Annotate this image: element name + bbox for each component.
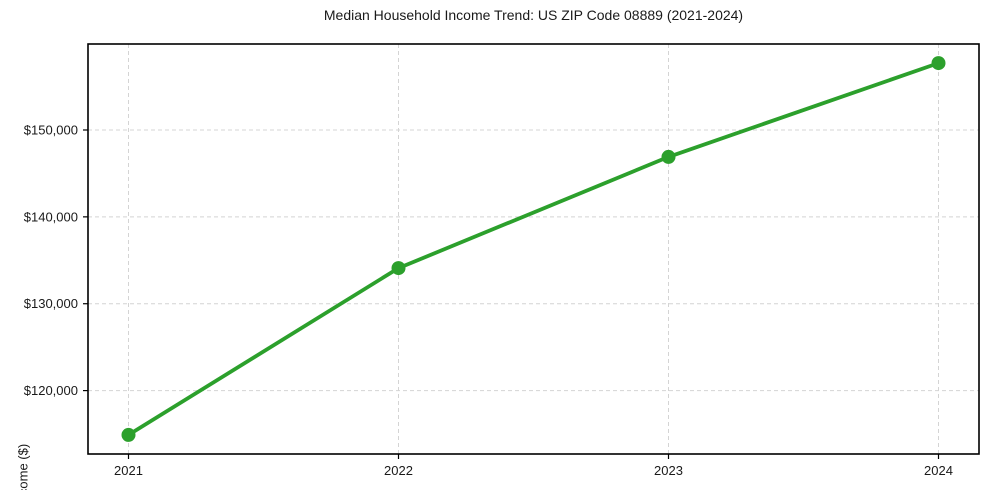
y-tick-label: $120,000: [24, 383, 78, 398]
y-tick-label: $150,000: [24, 122, 78, 137]
data-point-2024: [931, 56, 946, 71]
data-point-2022: [391, 261, 406, 276]
y-tick-label: $130,000: [24, 296, 78, 311]
trend-line: [126, 61, 941, 437]
axes-frame: [87, 43, 980, 455]
x-tick-label: 2023: [654, 463, 683, 478]
data-point-2021: [121, 427, 136, 442]
x-tick-label: 2024: [924, 463, 953, 478]
x-tick-label: 2022: [384, 463, 413, 478]
data-point-2023: [661, 149, 676, 164]
chart-title: Median Household Income Trend: US ZIP Co…: [323, 7, 744, 23]
x-tick-label: 2021: [114, 463, 143, 478]
y-tick-label: $140,000: [24, 209, 78, 224]
